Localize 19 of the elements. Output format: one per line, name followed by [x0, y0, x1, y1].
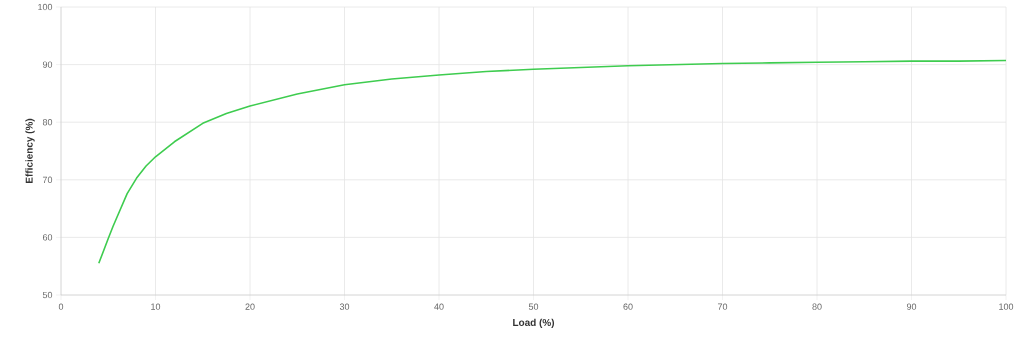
y-tick-label: 50	[42, 291, 53, 299]
x-tick-label: 30	[339, 303, 350, 310]
y-axis-title: Efficiency (%)	[25, 118, 35, 183]
x-axis-title: Load (%)	[513, 318, 555, 328]
y-tick-label: 90	[42, 61, 53, 68]
x-tick-label: 40	[434, 303, 444, 310]
y-tick-label: 80	[42, 119, 53, 126]
x-tick-label: 70	[717, 303, 728, 310]
x-tick-label: 60	[623, 303, 633, 310]
y-tick-label: 100	[38, 3, 53, 11]
x-tick-label: 90	[906, 303, 917, 310]
x-tick-label: 20	[245, 303, 255, 310]
x-tick-label: 50	[528, 303, 539, 310]
y-tick-label: 70	[42, 176, 53, 183]
x-tick-label: 100	[999, 303, 1014, 310]
x-tick-label: 0	[58, 303, 64, 310]
x-tick-label: 10	[151, 303, 161, 310]
y-tick-label: 60	[42, 234, 53, 241]
x-tick-label: 80	[812, 303, 822, 310]
